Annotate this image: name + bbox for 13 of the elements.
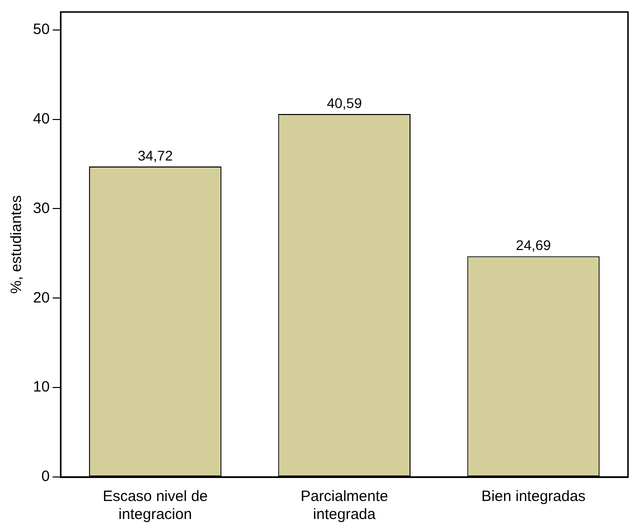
x-tick-label: Parcialmente integrada <box>300 488 388 524</box>
data-label: 34,72 <box>138 147 173 164</box>
y-tick-label: 40 <box>32 110 50 128</box>
x-tick-label: Bien integradas <box>481 488 586 506</box>
y-axis-title: %, estudiantes <box>8 195 26 294</box>
y-tick-label: 30 <box>32 200 50 217</box>
y-tick-label: 50 <box>32 21 50 38</box>
y-tick-label: 10 <box>32 378 50 396</box>
y-tick-label: 20 <box>32 289 50 306</box>
x-tick-label: Escaso nivel de integracion <box>102 488 208 524</box>
data-label: 24,69 <box>516 237 552 254</box>
y-tick-label: 0 <box>41 468 50 486</box>
data-label: 40,59 <box>326 94 362 111</box>
